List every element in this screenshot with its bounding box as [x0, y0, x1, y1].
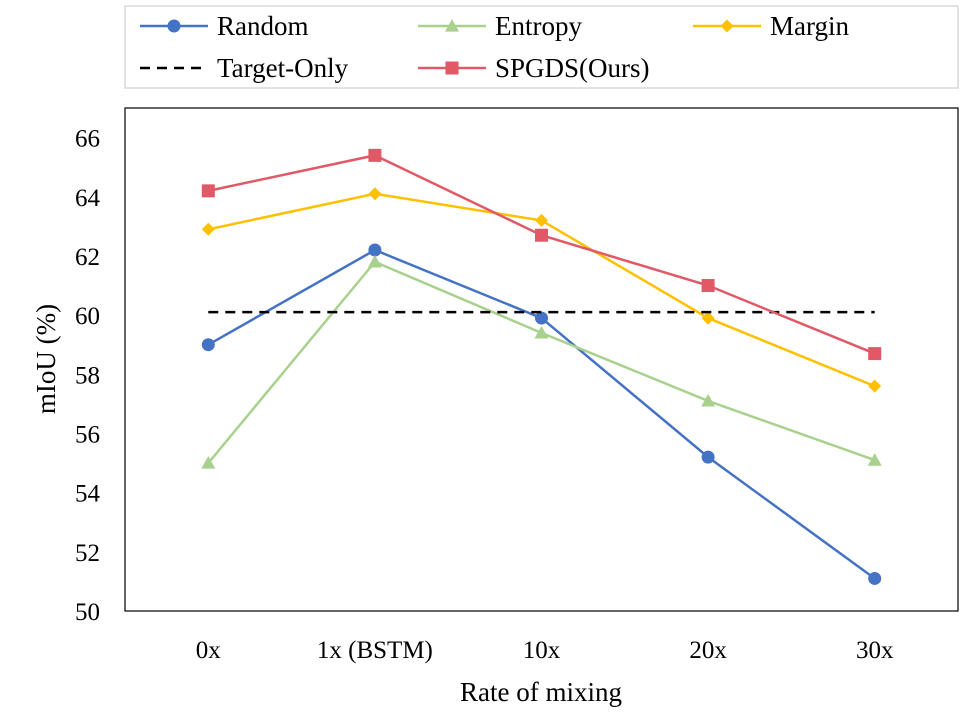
legend-marker	[445, 19, 459, 32]
data-point-margin	[868, 379, 882, 393]
data-point-entropy	[701, 393, 716, 407]
x-axis-title: Rate of mixing	[460, 677, 622, 707]
data-point-random	[701, 450, 715, 464]
y-tick-label: 64	[75, 185, 101, 212]
y-tick-label: 62	[75, 244, 100, 271]
data-point-random	[201, 338, 215, 352]
legend-label: SPGDS(Ours)	[495, 53, 650, 83]
data-point-entropy	[367, 254, 382, 268]
x-tick-label: 30x	[856, 637, 894, 664]
x-tick-label: 20x	[689, 637, 727, 664]
y-axis-ticks: 50 52 54 56 58 60 62 64 66	[75, 126, 101, 626]
legend-item-margin: Margin	[693, 11, 849, 41]
legend-marker	[167, 19, 181, 33]
data-point-entropy	[867, 453, 882, 466]
data-point-random	[368, 243, 382, 257]
legend-label: Margin	[770, 11, 849, 41]
legend: Random Entropy Margin Target-Only SPGDS(Ours…	[140, 11, 849, 83]
data-point-random	[868, 571, 882, 585]
data-point-entropy	[534, 325, 549, 339]
legend-label: Target-Only	[217, 53, 349, 83]
y-tick-label: 66	[75, 126, 100, 153]
y-tick-label: 52	[75, 540, 100, 567]
plot-area	[124, 107, 959, 612]
data-point-margin	[368, 187, 382, 201]
x-tick-label: 1x (BSTM)	[317, 637, 433, 664]
series-random	[201, 243, 882, 585]
legend-label: Random	[217, 11, 309, 41]
legend-box	[124, 5, 959, 89]
data-point-spgds-ours	[701, 279, 715, 293]
data-point-margin	[201, 222, 215, 236]
legend-item-random: Random	[140, 11, 309, 41]
y-tick-label: 50	[75, 599, 100, 626]
data-point-margin	[701, 311, 715, 325]
x-tick-label: 0x	[196, 637, 222, 664]
series-margin	[201, 187, 882, 393]
legend-item-spgds-ours: SPGDS(Ours)	[418, 53, 650, 83]
data-point-margin	[535, 213, 548, 227]
y-tick-label: 60	[75, 303, 100, 330]
y-tick-label: 58	[75, 362, 100, 389]
y-axis-title: mIoU (%)	[31, 304, 61, 414]
legend-item-target-only: Target-Only	[140, 53, 349, 83]
x-axis-ticks: 0x 1x (BSTM) 10x 20x 30x	[196, 637, 894, 664]
data-point-spgds-ours	[868, 347, 882, 361]
series-entropy	[201, 254, 882, 469]
y-tick-label: 54	[75, 481, 101, 508]
legend-marker	[720, 19, 734, 33]
data-point-random	[535, 311, 548, 325]
series-spgds-ours	[201, 148, 882, 361]
data-point-spgds-ours	[201, 184, 215, 198]
y-tick-label: 56	[75, 421, 100, 448]
data-point-spgds-ours	[368, 148, 382, 162]
legend-marker	[445, 61, 459, 75]
legend-label: Entropy	[495, 11, 582, 41]
x-tick-label: 10x	[523, 637, 561, 664]
legend-item-entropy: Entropy	[418, 11, 582, 41]
series-layer	[201, 148, 882, 585]
data-point-entropy	[201, 456, 216, 469]
data-point-spgds-ours	[535, 228, 548, 242]
